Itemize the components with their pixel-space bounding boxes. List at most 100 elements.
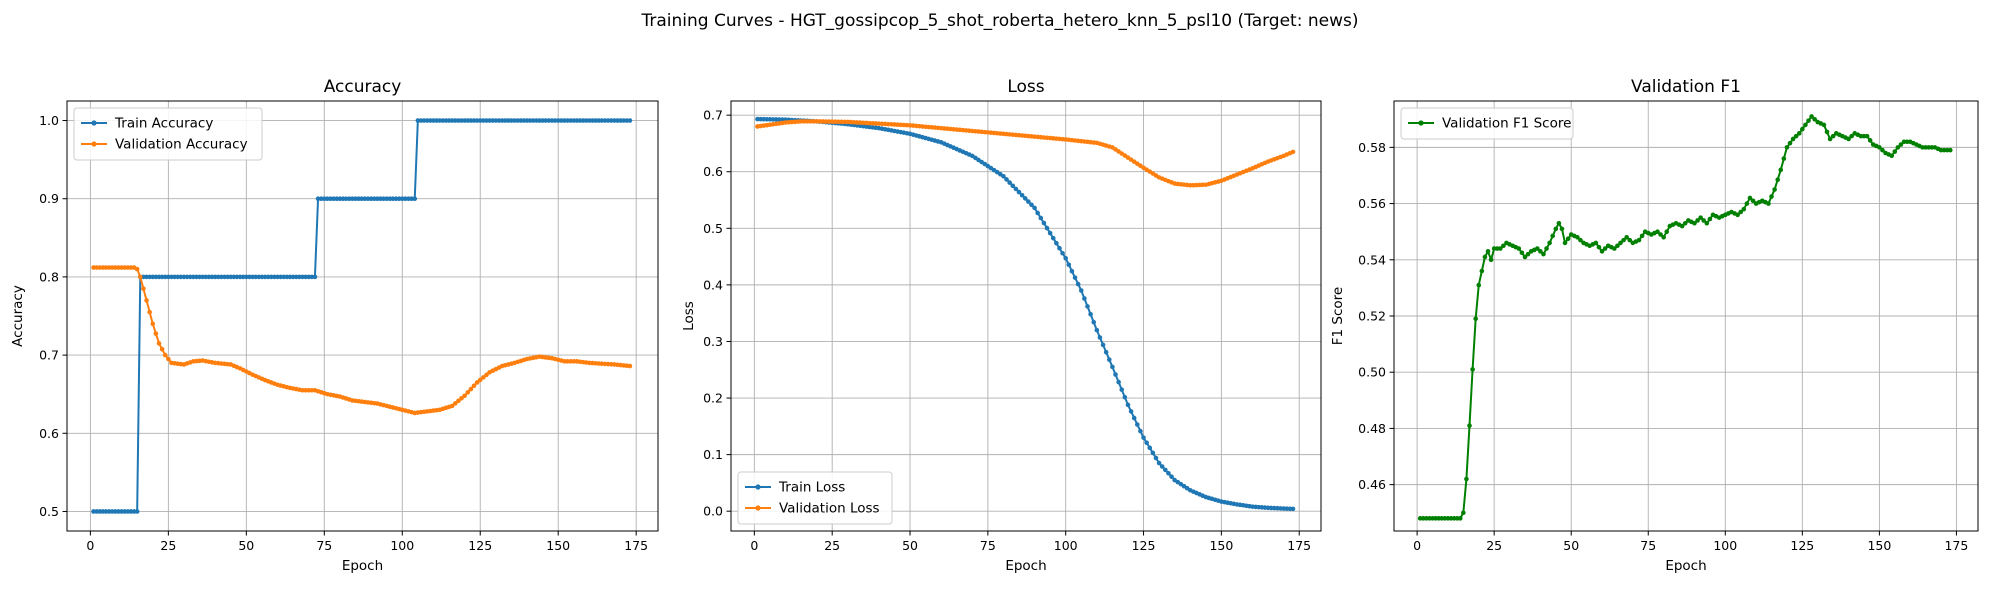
data-point xyxy=(1498,246,1503,251)
data-point xyxy=(1766,201,1771,206)
data-point xyxy=(459,395,464,401)
legend-marker xyxy=(91,120,97,126)
data-point xyxy=(1035,210,1040,216)
data-point xyxy=(1747,195,1753,201)
data-point xyxy=(1806,118,1811,123)
data-point xyxy=(1072,275,1078,280)
data-point xyxy=(1457,516,1463,521)
data-point xyxy=(1078,288,1084,293)
data-point xyxy=(1593,240,1599,246)
data-point xyxy=(1827,136,1833,142)
data-point xyxy=(1775,177,1780,182)
data-point xyxy=(1473,316,1478,322)
data-point xyxy=(1054,240,1059,246)
data-point xyxy=(1679,223,1685,229)
data-point xyxy=(465,390,471,395)
y-tick-label: 0.50 xyxy=(1358,365,1386,380)
data-point xyxy=(1877,145,1882,150)
axes-frame xyxy=(730,100,1322,532)
data-point xyxy=(1032,205,1037,211)
legend: Validation F1 Score xyxy=(1400,107,1574,140)
data-point xyxy=(412,196,418,202)
data-point xyxy=(481,375,486,380)
x-tick-label: 75 xyxy=(316,538,332,553)
data-point xyxy=(1047,230,1053,236)
data-point xyxy=(1060,250,1065,256)
y-axis-label: F1 Score xyxy=(1330,287,1346,345)
chart-title: Accuracy xyxy=(324,77,402,97)
data-point xyxy=(1707,216,1713,222)
data-point xyxy=(1639,233,1645,239)
x-tick-label: 0 xyxy=(86,538,94,553)
data-point xyxy=(1824,129,1830,135)
data-point xyxy=(1578,237,1583,243)
data-point xyxy=(1735,212,1740,218)
data-point xyxy=(1169,474,1174,479)
data-point xyxy=(1846,136,1851,142)
data-point xyxy=(1793,133,1799,139)
x-tick-label: 100 xyxy=(390,538,414,553)
data-point xyxy=(1516,246,1522,251)
legend-label: Validation Accuracy xyxy=(115,137,248,153)
x-tick-label: 50 xyxy=(238,538,254,553)
x-axis-label: Epoch xyxy=(342,558,383,574)
data-point xyxy=(1470,367,1475,372)
data-point xyxy=(1482,254,1488,260)
data-point xyxy=(1830,133,1836,139)
data-point xyxy=(1772,187,1777,192)
y-tick-label: 0.1 xyxy=(703,447,723,462)
data-point xyxy=(1596,244,1602,250)
data-point xyxy=(1636,237,1642,243)
data-point xyxy=(1538,249,1543,254)
legend-box xyxy=(73,107,263,161)
legend-label: Train Accuracy xyxy=(114,116,213,132)
data-point xyxy=(1889,153,1895,159)
data-point xyxy=(1156,460,1162,466)
data-point xyxy=(1812,116,1817,122)
data-point xyxy=(456,398,461,404)
data-point xyxy=(1682,220,1688,226)
data-point xyxy=(1559,226,1565,232)
y-tick-label: 0.3 xyxy=(703,334,723,349)
data-point xyxy=(1880,147,1885,153)
data-point xyxy=(1022,196,1028,201)
legend-label: Train Loss xyxy=(778,480,845,496)
data-point xyxy=(134,266,140,272)
data-point xyxy=(1784,145,1790,150)
data-point xyxy=(1769,194,1774,199)
y-axis-label: Accuracy xyxy=(10,285,26,347)
data-point xyxy=(1100,342,1106,348)
data-point xyxy=(1778,167,1784,173)
data-point xyxy=(1479,268,1485,274)
y-tick-label: 0.7 xyxy=(703,108,723,123)
data-point xyxy=(1556,220,1562,226)
data-point xyxy=(471,383,477,389)
x-tick-label: 0 xyxy=(1413,538,1421,553)
data-point xyxy=(1041,220,1047,226)
chart-title: Validation F1 xyxy=(1631,77,1741,97)
data-point xyxy=(1790,136,1796,142)
data-point xyxy=(1695,218,1700,223)
y-tick-label: 0.4 xyxy=(703,277,723,292)
data-point xyxy=(1800,126,1805,132)
data-point xyxy=(1147,445,1153,451)
legend-marker xyxy=(755,484,761,490)
data-point xyxy=(1044,225,1050,231)
x-tick-label: 100 xyxy=(1713,538,1737,553)
data-point xyxy=(1069,268,1075,274)
data-point xyxy=(153,331,159,336)
data-point xyxy=(1864,133,1870,139)
data-point xyxy=(1461,510,1466,516)
legend-label: Validation Loss xyxy=(779,501,880,517)
data-point xyxy=(1163,467,1168,473)
data-point xyxy=(141,286,146,291)
x-tick-label: 150 xyxy=(1867,538,1891,553)
data-point xyxy=(1113,372,1118,377)
data-point xyxy=(1467,423,1472,428)
data-point xyxy=(1849,133,1854,139)
data-point xyxy=(1144,440,1149,446)
data-point xyxy=(1661,235,1666,240)
y-tick-label: 0.56 xyxy=(1358,196,1386,211)
data-point xyxy=(1119,387,1125,392)
data-point xyxy=(1821,122,1827,128)
